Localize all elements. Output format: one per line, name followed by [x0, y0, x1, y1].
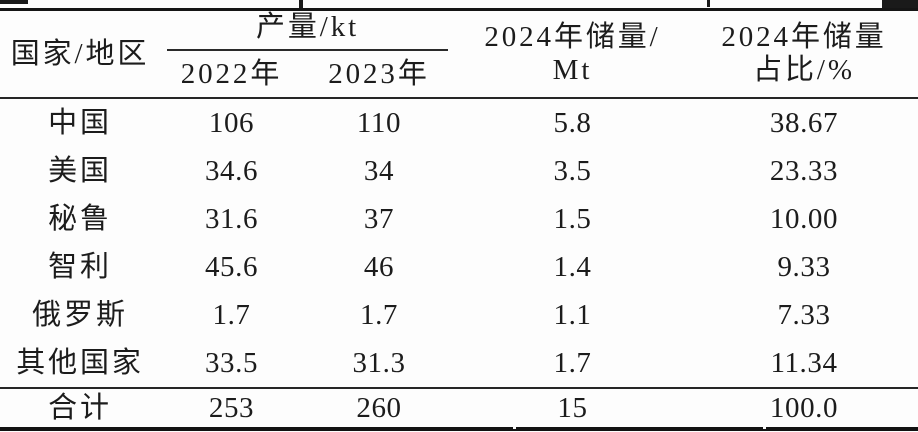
header-year-2022: 2022年: [160, 51, 303, 100]
scan-artifact-tick: [707, 0, 710, 7]
cell-country: 中国: [48, 106, 112, 139]
header-share-line1: 2024年储量: [721, 20, 887, 53]
cell-production-2023: 37: [363, 202, 395, 235]
cell-production-2023: 1.7: [360, 298, 398, 331]
table-row-russia: 俄罗斯 1.7 1.7 1.1 7.33: [0, 291, 918, 339]
cell-production-2022: 106: [208, 106, 255, 139]
table-body: 中国 106 110 5.8 38.67 美国 34.6 34 3.5 23.3…: [0, 98, 918, 390]
cell-production-2023: 34: [363, 154, 395, 187]
scan-artifact-notch: [763, 424, 766, 429]
cell-reserve-share: 23.33: [769, 154, 839, 187]
header-production-underline: 产量/kt: [167, 11, 448, 52]
cell-production-2023-total: 260: [356, 391, 402, 424]
cell-production-2022: 31.6: [204, 202, 259, 235]
cell-production-2023: 31.3: [303, 339, 455, 390]
cell-reserve-share: 7.33: [777, 298, 831, 331]
table-row-others: 其他国家 33.5 31.3 1.7 11.34: [0, 339, 918, 390]
header-reserves-2024: 2024年储量/ Mt: [455, 9, 690, 100]
table-row-chile: 智利 45.6 46 1.4 9.33: [0, 243, 918, 291]
cell-reserves: 1.4: [553, 250, 592, 283]
cell-country: 智利: [48, 250, 112, 283]
production-reserves-table: 国家/地区 产量/kt 2024年储量/ Mt 2024年储量 占比/% 202…: [0, 8, 918, 432]
cell-country: 俄罗斯: [32, 298, 128, 331]
cell-reserve-share-total: 100.0: [769, 391, 839, 424]
cell-country: 秘鲁: [48, 202, 112, 235]
table-row-peru: 秘鲁 31.6 37 1.5 10.00: [0, 195, 918, 243]
cell-reserve-share: 9.33: [777, 250, 831, 283]
cell-production-2022: 33.5: [160, 339, 303, 390]
header-year-2023: 2023年: [303, 51, 455, 100]
table-row-usa: 美国 34.6 34 3.5 23.33: [0, 147, 918, 195]
scan-artifact-smudge: [882, 0, 918, 10]
scan-artifact-tick: [299, 0, 303, 9]
scan-artifact-notch: [513, 424, 516, 429]
header-reserves-line2: Mt: [552, 54, 593, 87]
cell-reserve-share: 38.67: [769, 106, 839, 139]
header-reserves-line1: 2024年储量/: [484, 20, 661, 53]
cell-reserves: 3.5: [553, 154, 592, 187]
header-country-region: 国家/地区: [0, 9, 160, 100]
cell-reserve-share: 11.34: [690, 339, 918, 390]
cell-country: 其他国家: [0, 339, 160, 390]
table-header: 国家/地区 产量/kt 2024年储量/ Mt 2024年储量 占比/% 202…: [0, 9, 918, 100]
cell-reserves: 1.7: [455, 339, 690, 390]
cell-reserve-share: 10.00: [769, 202, 839, 235]
table-row-china: 中国 106 110 5.8 38.67: [0, 98, 918, 147]
table-footer: 合计 253 260 15 100.0: [0, 388, 918, 429]
scan-artifact-smudge: [0, 0, 28, 4]
cell-reserves: 1.1: [553, 298, 592, 331]
header-share-line2: 占比/%: [753, 54, 855, 87]
cell-production-2022: 45.6: [204, 250, 259, 283]
cell-reserves: 1.5: [553, 202, 592, 235]
header-reserve-share-2024: 2024年储量 占比/%: [690, 9, 918, 100]
cell-production-2023: 46: [363, 250, 395, 283]
cell-production-2022-total: 253: [208, 391, 255, 424]
cell-production-2022: 34.6: [204, 154, 259, 187]
cell-production-2022: 1.7: [212, 298, 251, 331]
cell-reserves-total: 15: [557, 391, 588, 424]
cell-country-total: 合计: [48, 391, 112, 424]
header-production-group: 产量/kt: [160, 10, 455, 52]
cell-reserves: 5.8: [553, 106, 592, 139]
cell-country: 美国: [48, 154, 112, 187]
cell-production-2023: 110: [356, 106, 402, 139]
table-row-total: 合计 253 260 15 100.0: [0, 388, 918, 429]
